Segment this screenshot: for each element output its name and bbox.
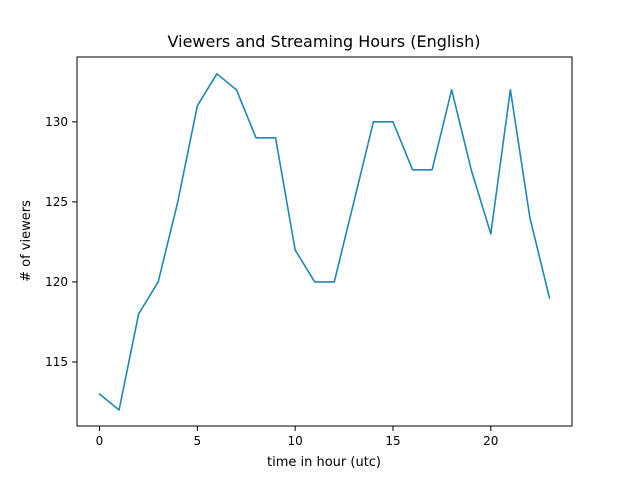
- x-axis-label: time in hour (utc): [267, 455, 381, 470]
- x-tick-label: 10: [288, 434, 303, 448]
- y-axis-label: # of viewers: [19, 200, 34, 282]
- y-tick-label: 125: [45, 195, 68, 209]
- x-axis: 0 5 10 15 20: [96, 426, 498, 448]
- x-tick-label: 5: [194, 434, 202, 448]
- y-tick-label: 115: [45, 355, 68, 369]
- x-tick-label: 20: [483, 434, 498, 448]
- y-axis: 115 120 125 130: [45, 115, 77, 369]
- chart-title: Viewers and Streaming Hours (English): [168, 32, 481, 51]
- series-line: [98, 73, 551, 411]
- x-tick-label: 15: [385, 434, 400, 448]
- series-layer: [98, 73, 551, 411]
- y-tick-label: 130: [45, 115, 68, 129]
- x-tick-label: 0: [96, 434, 104, 448]
- y-tick-label: 120: [45, 275, 68, 289]
- plot-frame: [76, 56, 573, 427]
